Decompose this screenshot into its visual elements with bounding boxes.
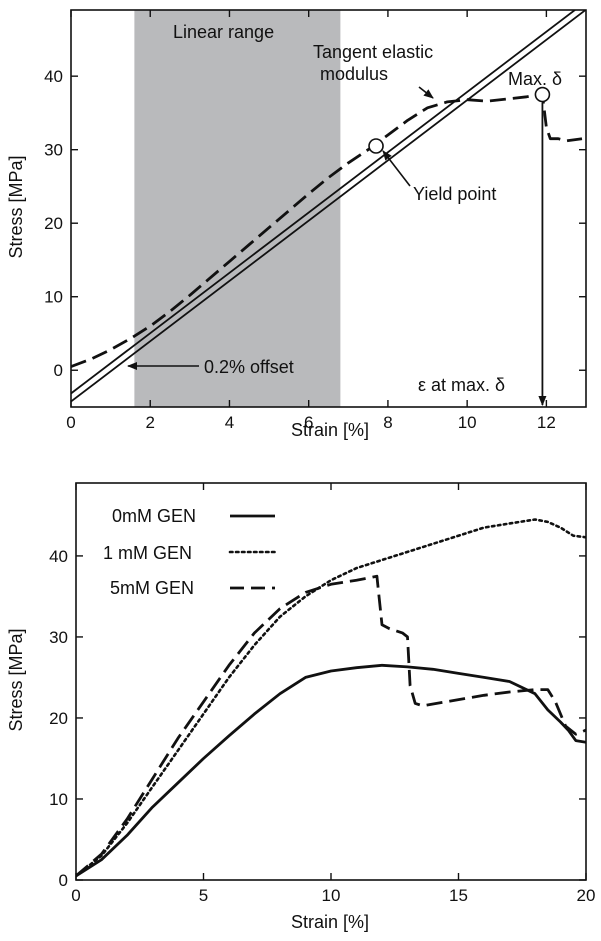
linear-range-label: Linear range [173,22,274,42]
series-line-1-mM-GEN [76,518,586,878]
max-point-marker [534,86,551,103]
annotation-arrows [127,86,547,406]
legend-label-0mM: 0mM GEN [112,506,196,526]
max-delta-label: Max. δ [508,69,562,89]
y-tick-label: 10 [49,790,68,809]
x-tick-label: 5 [199,886,208,905]
axis-ticks: 0 5 10 15 20 0 10 20 30 40 [49,483,595,905]
x-tick-label: 6 [304,413,313,432]
tangent-label-line1: Tangent elastic [313,42,433,62]
legend: 0mM GEN 1 mM GEN 5mM GEN [103,506,277,598]
series-line-5mM-GEN [76,574,586,877]
series-line-2 [71,10,586,403]
y-tick-label: 10 [44,288,63,307]
chart-gen-concentration: 0mM GEN 1 mM GEN 5mM GEN 0 5 10 15 20 0 10 20 30… [6,482,595,932]
plot-lines [71,10,586,403]
x-tick-label: 10 [458,413,477,432]
y-tick-label: 40 [49,547,68,566]
x-tick-label: 20 [577,886,596,905]
tangent-arrow [418,86,434,99]
series-line-0mM-GEN [76,663,586,878]
x-tick-label: 15 [449,886,468,905]
axes-frame [70,9,587,408]
y-tick-label: 20 [49,709,68,728]
x-tick-label: 8 [383,413,392,432]
tangent-label-line2: modulus [320,64,388,84]
linear-range-shading [134,10,341,407]
x-tick-label: 0 [71,886,80,905]
x-axis-label: Strain [%] [291,912,369,932]
x-tick-label: 12 [537,413,556,432]
chart-stress-strain-definitions: Linear range Tangent elastic modulus Max… [6,9,587,440]
yield-point-arrow [382,150,411,187]
plot-lines [76,518,586,878]
x-axis-label: Strain [%] [291,420,369,440]
offset-label: 0.2% offset [204,357,294,377]
x-tick-label: 4 [225,413,234,432]
y-tick-label: 30 [49,628,68,647]
annotations: Linear range Tangent elastic modulus Max… [127,22,562,406]
yield-point-marker [368,138,384,154]
axis-ticks: 0 2 4 6 8 10 12 0 10 20 30 40 [44,10,586,432]
y-tick-label: 20 [44,214,63,233]
yield-point-label: Yield point [413,184,496,204]
y-tick-label: 30 [44,141,63,160]
x-tick-label: 2 [145,413,154,432]
y-tick-label: 40 [44,67,63,86]
strain-at-max-label: ε at max. δ [418,375,505,395]
series-line-1 [71,10,577,395]
y-axis-label: Stress [MPa] [6,628,26,731]
legend-label-5mM: 5mM GEN [110,578,194,598]
x-tick-label: 0 [66,413,75,432]
x-tick-label: 10 [322,886,341,905]
y-tick-label: 0 [59,871,68,890]
legend-label-1mM: 1 mM GEN [103,543,192,563]
y-axis-label: Stress [MPa] [6,155,26,258]
y-tick-label: 0 [54,361,63,380]
